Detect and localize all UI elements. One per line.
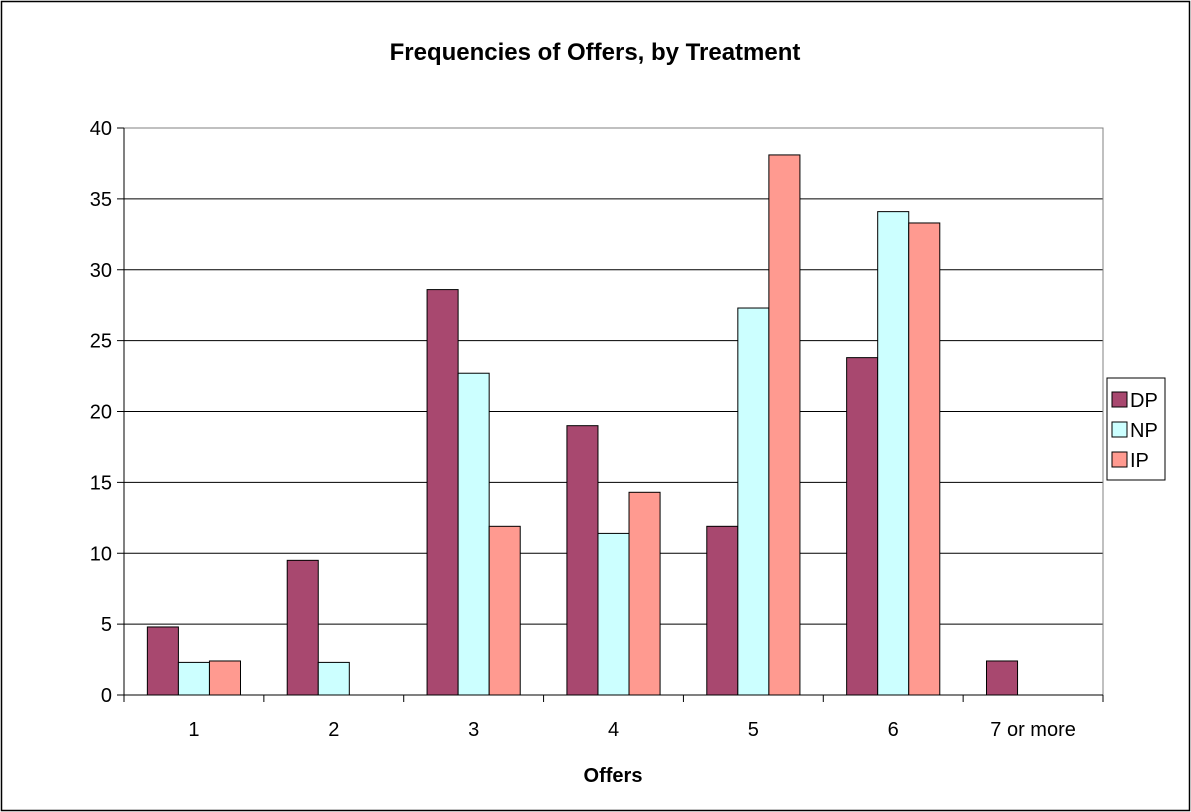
- x-tick-label: 1: [188, 719, 199, 741]
- y-tick-label: 25: [90, 331, 112, 353]
- bar-dp-3: [426, 289, 459, 696]
- x-tick-label: 4: [608, 719, 619, 741]
- bar-ip-4: [628, 491, 661, 696]
- bar-dp-2: [286, 559, 319, 696]
- x-tick-label: 6: [888, 719, 899, 741]
- legend-label-ip: IP: [1130, 450, 1149, 472]
- x-tick-label: 5: [748, 719, 759, 741]
- x-tick-label: 7 or more: [990, 719, 1076, 741]
- x-tick-label: 3: [468, 719, 479, 741]
- y-tick-labels: 0 5 10 15 20 25 30 35 40: [90, 118, 112, 707]
- y-tick-label: 15: [90, 472, 112, 494]
- legend-swatch-dp: [1111, 391, 1128, 408]
- bar-dp-1: [146, 626, 179, 696]
- axes: [117, 127, 1104, 702]
- y-tick-label: 35: [90, 189, 112, 211]
- y-tick-label: 20: [90, 402, 112, 424]
- bar-ip-3: [488, 525, 521, 696]
- y-tick-label: 40: [90, 118, 112, 140]
- bar-ip-6: [908, 222, 941, 696]
- bar-dp-7: [985, 660, 1019, 696]
- bars: [146, 154, 1019, 696]
- y-tick-label: 30: [90, 260, 112, 282]
- bar-np-3: [457, 372, 490, 696]
- chart-title: Frequencies of Offers, by Treatment: [390, 39, 801, 66]
- bar-dp-6: [846, 357, 879, 696]
- bar-ip-1: [208, 660, 242, 696]
- legend-label-dp: DP: [1130, 390, 1158, 412]
- legend: DP NP IP: [1106, 377, 1166, 481]
- legend-swatch-ip: [1111, 451, 1128, 468]
- legend-swatch-np: [1111, 421, 1128, 438]
- legend-label-np: NP: [1130, 420, 1158, 442]
- bar-np-5: [737, 307, 770, 696]
- x-axis-title: Offers: [584, 765, 643, 787]
- bar-np-6: [877, 211, 910, 696]
- y-tick-label: 10: [90, 543, 112, 565]
- y-tick-label: 0: [101, 685, 112, 707]
- bar-np-2: [317, 661, 350, 696]
- bar-np-1: [177, 661, 210, 696]
- bar-ip-5: [768, 154, 801, 696]
- y-tick-label: 5: [101, 614, 112, 636]
- bar-np-4: [597, 532, 630, 696]
- x-tick-label: 2: [328, 719, 339, 741]
- bar-dp-5: [706, 525, 739, 696]
- x-tick-labels: 1 2 3 4 5 6 7 or more: [188, 719, 1076, 741]
- bar-dp-4: [566, 425, 599, 696]
